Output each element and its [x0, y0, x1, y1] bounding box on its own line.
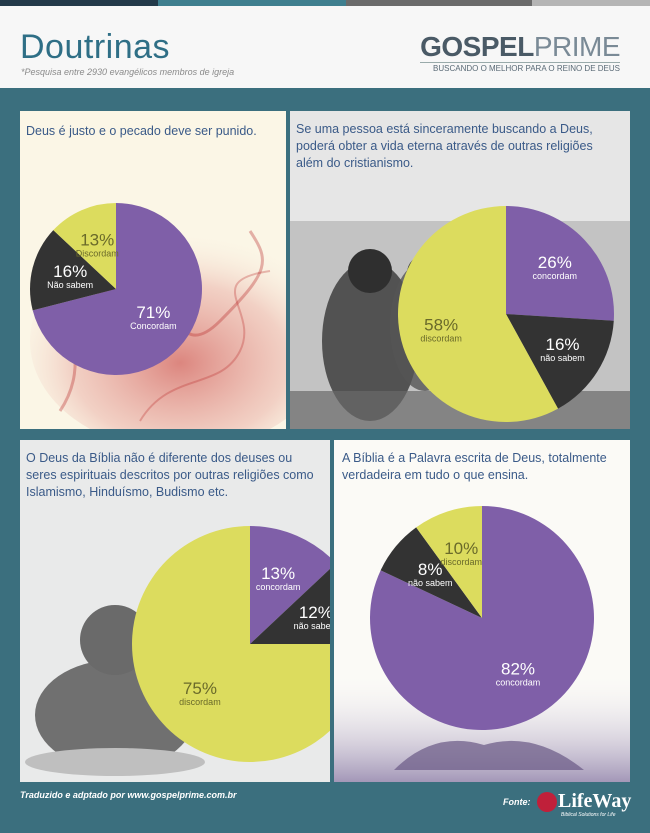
pie-percent-label: 13% — [80, 231, 114, 250]
chart-panel-4: 82% concordam 8% não sabem 10% discordam A Bí… — [334, 440, 630, 782]
buddha-statue-head — [80, 605, 150, 675]
pie-slice-concordam — [250, 526, 330, 644]
pie-category-label: Concordam — [130, 321, 177, 331]
chart-1-question: Deus é justo e o pecado deve ser punido. — [26, 124, 257, 138]
pie-category-label: Não sabem — [47, 280, 93, 290]
pie-chart-1: 71%Concordam 16%Não sabem 13%Discordam — [30, 203, 203, 375]
pie-percent-label: 75% — [183, 679, 217, 698]
pie-category-label: não sabem — [540, 353, 585, 363]
pie-category-label: discordam — [440, 557, 482, 567]
pie-slice-não-sabem — [380, 527, 482, 618]
chart-panel-1: 71% Concordam 16% Não sabem 13% Discordam Deu… — [20, 111, 286, 429]
pie-slice-não-sabem — [250, 568, 330, 644]
pie-category-label: Discordam — [76, 249, 119, 259]
top-bar-4 — [532, 0, 650, 6]
pie-percent-label: 10% — [444, 539, 478, 558]
pie-category-label: não sabem — [408, 578, 453, 588]
chart-panel-2: 26% concordam 16% não sabem 58% discordam Se … — [290, 111, 630, 429]
pie-category-label: concordam — [256, 582, 301, 592]
chart-4-question: A Bíblia é a Palavra escrita de Deus, to… — [342, 451, 607, 482]
smoke-swirl — [139, 270, 271, 422]
pie-slice-discordam — [416, 506, 482, 618]
pie-slice-não-sabem — [30, 230, 116, 311]
pie-slice-não-sabem — [506, 314, 614, 409]
logo-tagline: BUSCANDO O MELHOR PARA O REINO DE DEUS — [420, 62, 620, 73]
pie-percent-label: 82% — [501, 660, 535, 679]
lifeway-mark-icon — [537, 792, 557, 812]
panel-2-svg: 26%concordam 16%não sabem 58%discordam — [290, 206, 630, 429]
header: Doutrinas *Pesquisa entre 2930 evangélic… — [0, 6, 650, 88]
pie-category-label: não sabem — [294, 621, 330, 631]
top-bar-2 — [158, 0, 346, 6]
pie-percent-label: 16% — [546, 335, 580, 354]
pie-percent-label: 58% — [424, 316, 458, 335]
pie-percent-label: 71% — [136, 303, 170, 322]
footer-credit: Traduzido e adptado por www.gospelprime.… — [20, 790, 237, 800]
top-bar-1 — [0, 0, 158, 6]
pie-percent-label: 26% — [538, 253, 572, 272]
logo-bold: GOSPEL — [420, 31, 534, 62]
pie-slice-discordam — [132, 526, 330, 762]
pie-percent-label: 8% — [418, 560, 443, 579]
pie-category-label: concordam — [496, 678, 541, 688]
logo-light: PRIME — [533, 31, 621, 62]
lifeway-tagline: Biblical Solutions for Life — [561, 812, 616, 818]
pie-slice-discordam — [397, 206, 559, 422]
buddha-statue-base — [25, 748, 205, 776]
pie-chart-3: 13%concordam 12%não sabem 75%discordam — [132, 526, 330, 762]
top-bar-3 — [346, 0, 532, 6]
pie-slice-concordam — [506, 206, 614, 321]
pie-category-label: concordam — [533, 271, 578, 281]
lifeway-logo[interactable]: LifeWay Biblical Solutions for Life — [537, 790, 632, 822]
pie-category-label: discordam — [179, 697, 221, 707]
open-bible — [394, 740, 584, 770]
page-subtitle: *Pesquisa entre 2930 evangélicos membros… — [21, 67, 235, 77]
pie-chart-2: 26%concordam 16%não sabem 58%discordam — [397, 206, 614, 422]
page-title: Doutrinas — [20, 28, 171, 66]
footer-source-label: Fonte: — [503, 797, 531, 807]
praying-man-head — [348, 249, 392, 293]
lifeway-name: LifeWay — [558, 790, 632, 812]
pie-slice-concordam — [32, 203, 203, 375]
pie-slice-discordam — [53, 203, 116, 289]
pie-chart-4: 82%concordam 8%não sabem 10%discordam — [370, 506, 594, 730]
pie-percent-label: 12% — [299, 603, 330, 622]
chart-3-question: O Deus da Bíblia não é diferente dos deu… — [26, 451, 314, 499]
pie-percent-label: 16% — [53, 262, 87, 281]
logo-wordmark: GOSPELPRIME — [420, 33, 620, 61]
panel-4-svg: 82%concordam 8%não sabem 10%discordam — [334, 506, 630, 782]
gospelprime-logo[interactable]: GOSPELPRIME BUSCANDO O MELHOR PARA O REI… — [420, 33, 621, 73]
panel-1-svg: 71%Concordam 16%Não sabem 13%Discordam — [30, 203, 286, 429]
chart-panel-3: 13%concordam 12%não sabem 75%discordam O D… — [20, 440, 330, 782]
pie-category-label: discordam — [420, 334, 462, 344]
top-color-bars — [0, 0, 650, 6]
panel-3-svg: 13%concordam 12%não sabem 75%discordam — [25, 526, 330, 776]
pie-percent-label: 13% — [261, 564, 295, 583]
chart-2-question: Se uma pessoa está sinceramente buscando… — [296, 122, 593, 170]
